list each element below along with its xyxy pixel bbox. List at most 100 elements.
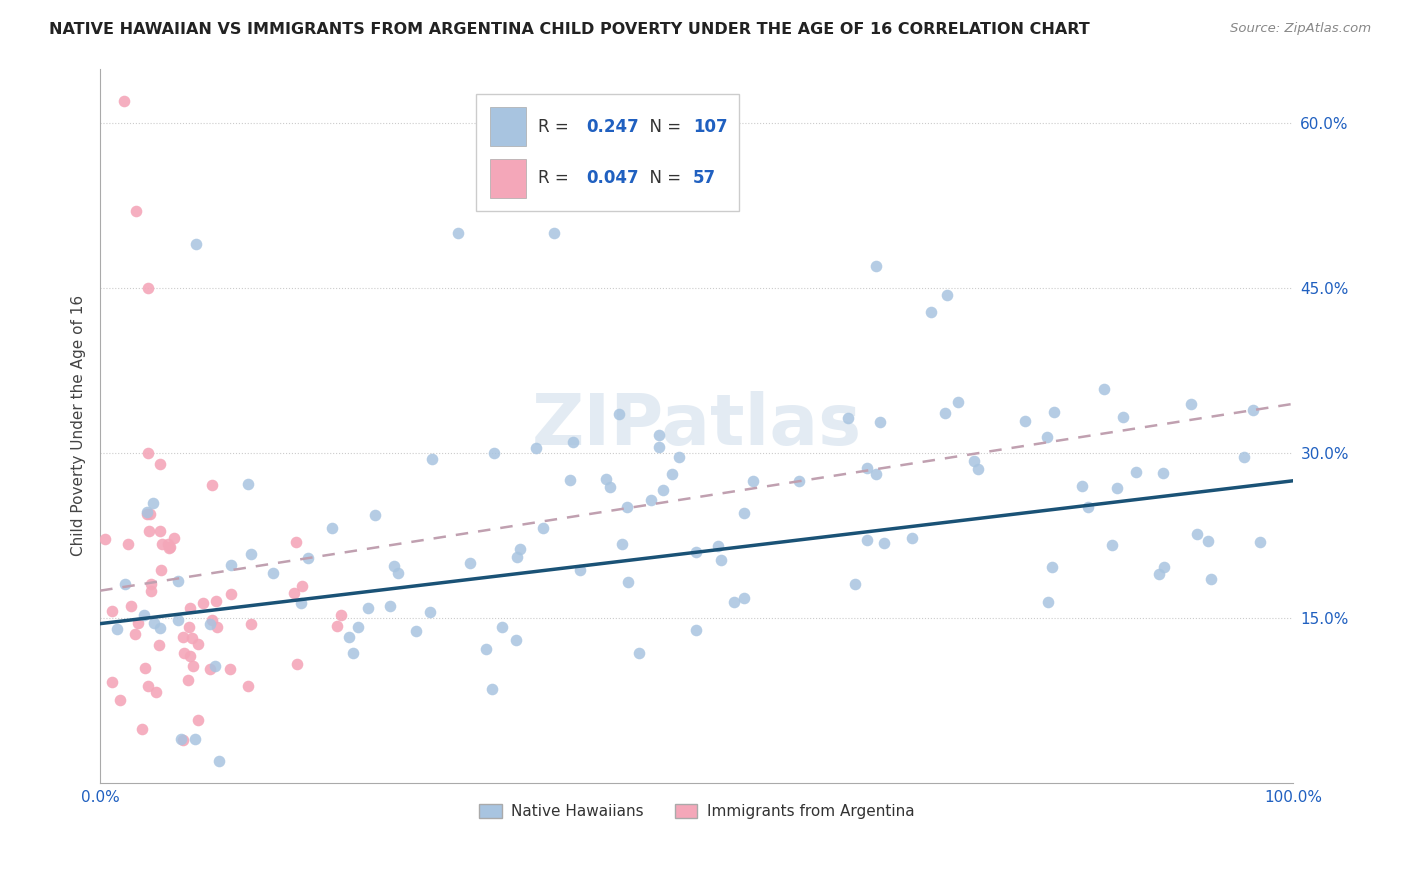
- Point: [142, 616, 165, 631]
- Point: [136, 505, 159, 519]
- Point: [177, 673, 200, 688]
- Point: [481, 681, 503, 696]
- Point: [149, 457, 172, 471]
- Point: [963, 454, 986, 468]
- Point: [420, 452, 443, 467]
- Point: [1233, 450, 1256, 464]
- Point: [120, 599, 142, 614]
- Text: 0.047: 0.047: [586, 169, 638, 187]
- Point: [131, 722, 153, 736]
- Point: [163, 531, 186, 545]
- Point: [342, 646, 364, 660]
- Point: [180, 631, 202, 645]
- Point: [198, 617, 221, 632]
- Point: [1147, 567, 1170, 582]
- Point: [290, 579, 312, 593]
- Point: [157, 541, 180, 555]
- Point: [110, 692, 132, 706]
- Point: [543, 227, 565, 241]
- Point: [568, 563, 591, 577]
- Point: [1111, 410, 1133, 425]
- Point: [710, 553, 733, 567]
- Point: [1036, 595, 1059, 609]
- Point: [616, 500, 638, 515]
- Point: [856, 460, 879, 475]
- Point: [285, 657, 308, 672]
- Point: [156, 537, 179, 551]
- Point: [239, 547, 262, 561]
- Point: [262, 566, 284, 580]
- Point: [141, 577, 163, 591]
- Point: [787, 474, 810, 488]
- FancyBboxPatch shape: [491, 107, 526, 146]
- Point: [921, 305, 943, 319]
- Point: [138, 507, 160, 521]
- Point: [661, 467, 683, 481]
- Text: N =: N =: [640, 169, 688, 187]
- Point: [946, 395, 969, 409]
- Point: [149, 621, 172, 635]
- Point: [326, 619, 349, 633]
- Point: [101, 603, 124, 617]
- Point: [149, 563, 172, 577]
- Point: [447, 227, 470, 241]
- Point: [707, 539, 730, 553]
- Point: [138, 524, 160, 538]
- Point: [419, 605, 441, 619]
- Text: NATIVE HAWAIIAN VS IMMIGRANTS FROM ARGENTINA CHILD POVERTY UNDER THE AGE OF 16 C: NATIVE HAWAIIAN VS IMMIGRANTS FROM ARGEN…: [49, 22, 1090, 37]
- Point: [201, 613, 224, 627]
- FancyBboxPatch shape: [491, 159, 526, 198]
- Point: [167, 574, 190, 589]
- Point: [283, 586, 305, 600]
- Point: [357, 600, 380, 615]
- Point: [1101, 538, 1123, 552]
- Text: ZIPatlas: ZIPatlas: [531, 392, 862, 460]
- Point: [562, 435, 585, 450]
- Point: [150, 537, 173, 551]
- Point: [1107, 481, 1129, 495]
- Point: [179, 648, 201, 663]
- Point: [869, 415, 891, 429]
- Point: [125, 204, 148, 219]
- Point: [238, 476, 260, 491]
- Point: [148, 639, 170, 653]
- Point: [505, 632, 527, 647]
- Point: [668, 450, 690, 465]
- Point: [856, 533, 879, 548]
- Point: [184, 732, 207, 747]
- Point: [1094, 382, 1116, 396]
- Point: [149, 524, 172, 538]
- Point: [136, 679, 159, 693]
- Point: [1077, 500, 1099, 515]
- Point: [595, 472, 617, 486]
- Point: [934, 406, 956, 420]
- Point: [382, 559, 405, 574]
- Point: [105, 622, 128, 636]
- Point: [159, 541, 181, 555]
- FancyBboxPatch shape: [477, 94, 738, 211]
- Point: [865, 467, 887, 481]
- Point: [204, 659, 226, 673]
- Point: [599, 480, 621, 494]
- Point: [652, 483, 675, 497]
- Point: [218, 662, 240, 676]
- Y-axis label: Child Poverty Under the Age of 16: Child Poverty Under the Age of 16: [72, 295, 86, 557]
- Point: [482, 446, 505, 460]
- Point: [136, 281, 159, 295]
- Text: 57: 57: [693, 169, 716, 187]
- Text: Source: ZipAtlas.com: Source: ZipAtlas.com: [1230, 22, 1371, 36]
- Point: [405, 624, 427, 638]
- Point: [648, 428, 671, 442]
- Point: [136, 446, 159, 460]
- Point: [124, 627, 146, 641]
- Text: N =: N =: [640, 118, 688, 136]
- Point: [1014, 414, 1036, 428]
- Point: [145, 685, 167, 699]
- Point: [207, 620, 229, 634]
- Text: 107: 107: [693, 118, 728, 136]
- Point: [114, 577, 136, 591]
- Point: [1040, 559, 1063, 574]
- Point: [1152, 466, 1174, 480]
- Point: [610, 537, 633, 551]
- Point: [172, 630, 194, 644]
